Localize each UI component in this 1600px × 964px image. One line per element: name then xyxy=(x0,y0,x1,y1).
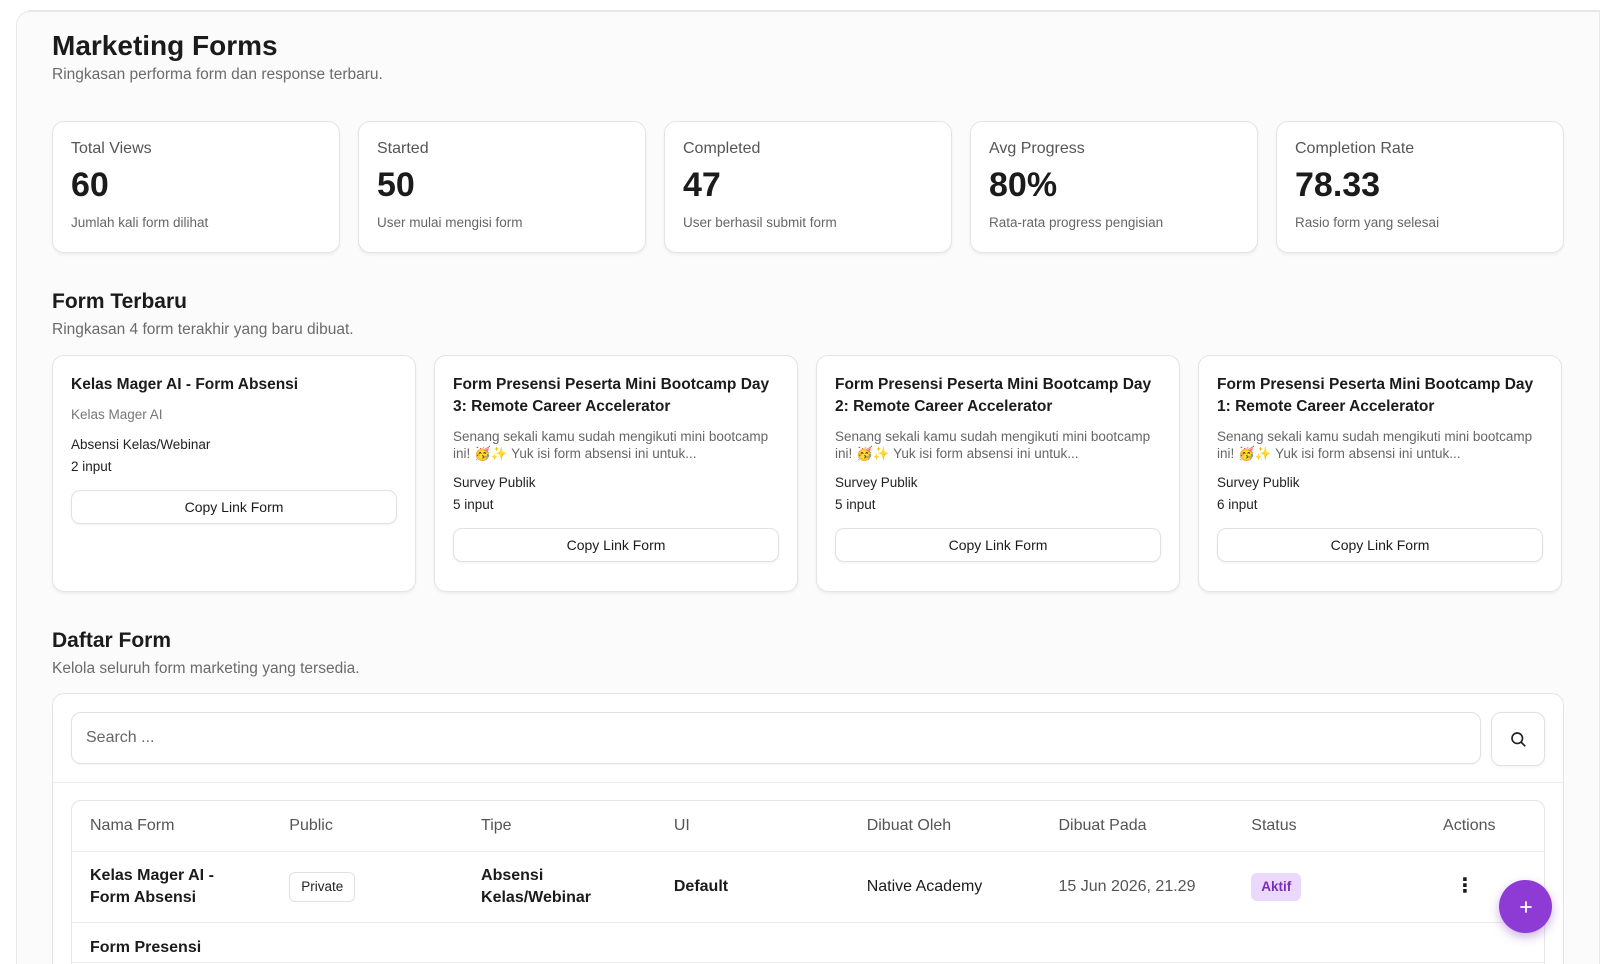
stat-label: Started xyxy=(377,140,429,157)
stats-row: Total Views 60 Jumlah kali form dilihat … xyxy=(52,121,1564,253)
recent-form-title: Form Presensi Peserta Mini Bootcamp Day … xyxy=(835,376,1152,415)
form-list-card: Nama Form Public Tipe UI Dibuat Oleh Dib… xyxy=(52,693,1564,964)
search-divider xyxy=(53,782,1563,783)
stat-value: 50 xyxy=(377,166,415,204)
recent-form-description: Senang sekali kamu sudah mengikuti mini … xyxy=(453,429,769,461)
recent-form-title: Form Presensi Peserta Mini Bootcamp Day … xyxy=(453,376,770,415)
recent-form-description: Senang sekali kamu sudah mengikuti mini … xyxy=(835,429,1151,461)
column-header-actions: Actions xyxy=(1425,801,1544,852)
recent-form-input-count: 2 input xyxy=(71,459,112,474)
stat-card-total-views: Total Views 60 Jumlah kali form dilihat xyxy=(52,121,340,253)
stat-card-avg-progress: Avg Progress 80% Rata-rata progress peng… xyxy=(970,121,1258,253)
recent-form-card: Kelas Mager AI - Form Absensi Kelas Mage… xyxy=(52,355,416,592)
recent-form-type: Survey Publik xyxy=(453,475,536,490)
stat-label: Avg Progress xyxy=(989,140,1085,157)
search-icon xyxy=(1511,732,1526,747)
copy-link-button[interactable]: Copy Link Form xyxy=(835,528,1161,562)
recent-forms-title: Form Terbaru xyxy=(52,290,187,313)
plus-icon xyxy=(1519,900,1532,913)
stat-value: 47 xyxy=(683,166,721,204)
recent-forms-row: Kelas Mager AI - Form Absensi Kelas Mage… xyxy=(52,355,1564,592)
public-cell: Private xyxy=(271,851,464,923)
column-header-status[interactable]: Status xyxy=(1233,801,1426,852)
recent-forms-subtitle: Ringkasan 4 form terakhir yang baru dibu… xyxy=(52,321,354,338)
stat-card-completion-rate: Completion Rate 78.33 Rasio form yang se… xyxy=(1276,121,1564,253)
recent-form-input-count: 5 input xyxy=(835,497,876,512)
type-cell: Absensi Kelas/Webinar xyxy=(463,851,656,923)
page-title: Marketing Forms xyxy=(52,30,278,61)
recent-form-input-count: 6 input xyxy=(1217,497,1258,512)
stat-description: Rasio form yang selesai xyxy=(1295,215,1440,230)
column-header-name[interactable]: Nama Form xyxy=(72,801,272,852)
table-header-row: Nama Form Public Tipe UI Dibuat Oleh Dib… xyxy=(72,801,1544,852)
visibility-badge: Private xyxy=(289,871,356,902)
recent-form-type: Survey Publik xyxy=(1217,475,1300,490)
stat-card-started: Started 50 User mulai mengisi form xyxy=(358,121,646,253)
top-divider xyxy=(28,0,1600,11)
stat-description: User mulai mengisi form xyxy=(377,215,523,230)
recent-form-type: Survey Publik xyxy=(835,475,918,490)
stat-label: Total Views xyxy=(71,140,152,157)
stat-label: Completed xyxy=(683,140,761,157)
stat-value: 78.33 xyxy=(1295,166,1381,204)
search-bar xyxy=(71,712,1545,766)
table-row[interactable]: Kelas Mager AI - Form Absensi Private Ab… xyxy=(72,851,1544,923)
recent-form-description: Senang sekali kamu sudah mengikuti mini … xyxy=(1217,429,1533,461)
copy-link-button[interactable]: Copy Link Form xyxy=(71,490,397,524)
recent-form-card: Form Presensi Peserta Mini Bootcamp Day … xyxy=(1198,355,1562,592)
recent-form-subtitle: Kelas Mager AI xyxy=(71,407,163,422)
copy-link-button[interactable]: Copy Link Form xyxy=(1217,528,1543,562)
form-name-cell[interactable]: Kelas Mager AI - Form Absensi xyxy=(72,851,272,923)
created-at-cell: 15 Jun 2026, 21.29 xyxy=(1040,851,1234,923)
stat-description: User berhasil submit form xyxy=(683,215,837,230)
search-input[interactable] xyxy=(71,712,1481,764)
form-table: Nama Form Public Tipe UI Dibuat Oleh Dib… xyxy=(71,800,1545,964)
stat-value: 60 xyxy=(71,166,109,204)
recent-form-card: Form Presensi Peserta Mini Bootcamp Day … xyxy=(434,355,798,592)
recent-form-card: Form Presensi Peserta Mini Bootcamp Day … xyxy=(816,355,1180,592)
form-list-subtitle: Kelola seluruh form marketing yang terse… xyxy=(52,660,360,677)
form-name-cell[interactable]: Form Presensi xyxy=(72,922,272,963)
more-vertical-icon[interactable]: ⋮ xyxy=(1455,874,1476,897)
copy-link-button[interactable]: Copy Link Form xyxy=(453,528,779,562)
column-header-ui[interactable]: UI xyxy=(655,801,849,852)
table-row[interactable]: Form Presensi xyxy=(72,922,1544,963)
column-header-type[interactable]: Tipe xyxy=(463,801,656,852)
column-header-created-by[interactable]: Dibuat Oleh xyxy=(848,801,1041,852)
stat-description: Rata-rata progress pengisian xyxy=(989,215,1164,230)
status-badge: Aktif xyxy=(1251,872,1302,901)
created-by-cell: Native Academy xyxy=(848,851,1041,923)
recent-form-input-count: 5 input xyxy=(453,497,494,512)
column-header-created-at[interactable]: Dibuat Pada xyxy=(1040,801,1234,852)
form-list-title: Daftar Form xyxy=(52,629,172,652)
status-cell: Aktif xyxy=(1233,851,1426,923)
search-button[interactable] xyxy=(1491,712,1545,766)
stat-value: 80% xyxy=(989,166,1058,204)
page-subtitle: Ringkasan performa form dan response ter… xyxy=(52,66,383,83)
stat-label: Completion Rate xyxy=(1295,140,1415,157)
column-header-public[interactable]: Public xyxy=(271,801,464,852)
add-form-button[interactable] xyxy=(1499,880,1552,933)
recent-form-title: Form Presensi Peserta Mini Bootcamp Day … xyxy=(1217,376,1534,415)
recent-form-title: Kelas Mager AI - Form Absensi xyxy=(71,376,299,393)
ui-cell: Default xyxy=(655,851,849,923)
stat-description: Jumlah kali form dilihat xyxy=(71,215,209,230)
stat-card-completed: Completed 47 User berhasil submit form xyxy=(664,121,952,253)
recent-form-type: Absensi Kelas/Webinar xyxy=(71,437,211,452)
